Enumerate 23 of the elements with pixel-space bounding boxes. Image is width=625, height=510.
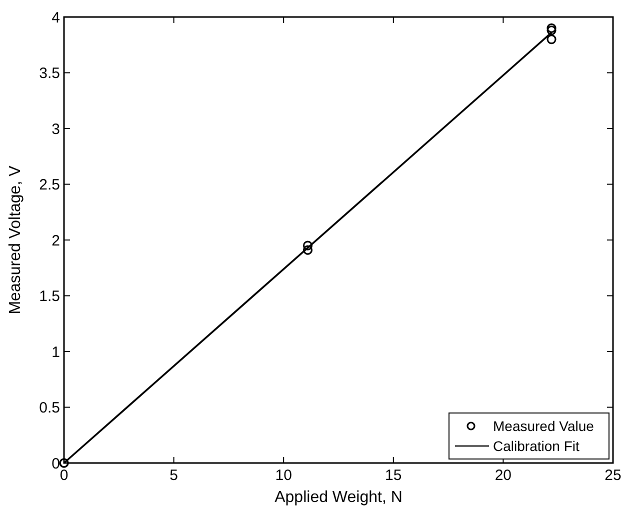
y-tick-label: 2 xyxy=(52,232,60,250)
y-tick-label: 1 xyxy=(52,344,60,361)
x-tick-label: 10 xyxy=(275,467,292,484)
y-tick-label: 0 xyxy=(52,455,60,472)
x-tick-label: 5 xyxy=(170,467,178,484)
point xyxy=(546,26,556,36)
point xyxy=(546,23,556,33)
x-axis-title: Applied Weight, N xyxy=(274,489,402,506)
y-tick-label: 3 xyxy=(52,120,60,138)
y-tick-label: 1.5 xyxy=(39,288,60,305)
legend-label: Calibration Fit xyxy=(493,438,580,454)
y-tick-label: 3.5 xyxy=(39,65,60,82)
point xyxy=(546,34,556,44)
y-axis-title: Measured Voltage, V xyxy=(7,165,24,314)
x-tick-label: 15 xyxy=(385,467,402,484)
y-tick-label: 0.5 xyxy=(39,400,60,416)
x-tick-label: 25 xyxy=(604,467,622,484)
legend-label: Measured Value xyxy=(493,418,594,434)
y-tick-label: 4 xyxy=(52,9,60,26)
point xyxy=(302,245,313,255)
x-tick-label: 20 xyxy=(494,467,512,484)
point xyxy=(302,240,313,250)
y-tick-label: 2.5 xyxy=(39,176,60,194)
